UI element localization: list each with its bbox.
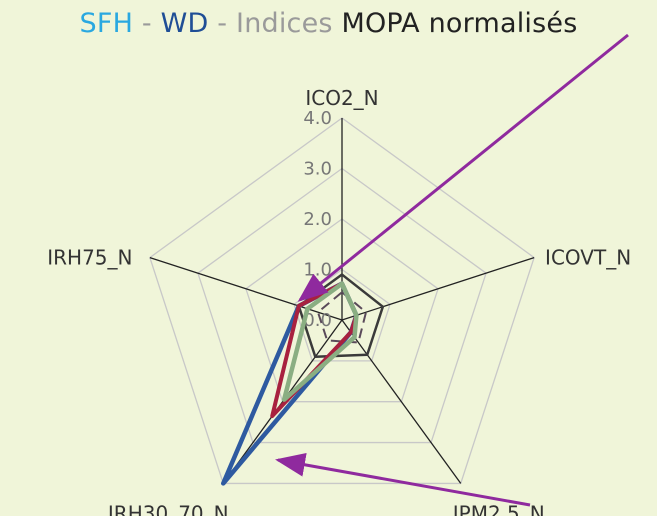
title-part-sep1: - [133, 8, 161, 39]
tick-label: 3.0 [303, 159, 332, 180]
grid-ring [149, 117, 535, 485]
tick-label: 0.0 [303, 310, 332, 331]
axis-label: IPM2.5_N [453, 501, 545, 516]
title-part-indices: Indices [236, 8, 333, 39]
title-part-sfh: SFH [79, 8, 134, 39]
axis-spoke [341, 319, 462, 484]
title-part-wd: WD [160, 8, 209, 39]
series-polygon [316, 291, 368, 344]
title-part-rest: MOPA normalisés [332, 8, 578, 39]
annotation-arrow [297, 33, 629, 302]
tick-label: 2.0 [303, 209, 332, 230]
axis-spoke [222, 319, 343, 484]
axis-label: IRH75_N [47, 246, 132, 270]
tick-label: 4.0 [303, 108, 332, 129]
grid-ring [197, 167, 487, 444]
axis-label: ICOVT_N [545, 246, 631, 270]
title-part-sep2: - [208, 8, 237, 39]
series-polygon [281, 281, 359, 402]
axis-spoke [341, 256, 535, 321]
axis-label: ICO2_N [305, 86, 378, 110]
chart-title: SFH - WD - Indices MOPA normalisés [0, 8, 657, 39]
annotation-arrow [275, 452, 531, 507]
grid-ring [245, 218, 439, 403]
axis-label: IRH30_70_N [108, 501, 229, 516]
